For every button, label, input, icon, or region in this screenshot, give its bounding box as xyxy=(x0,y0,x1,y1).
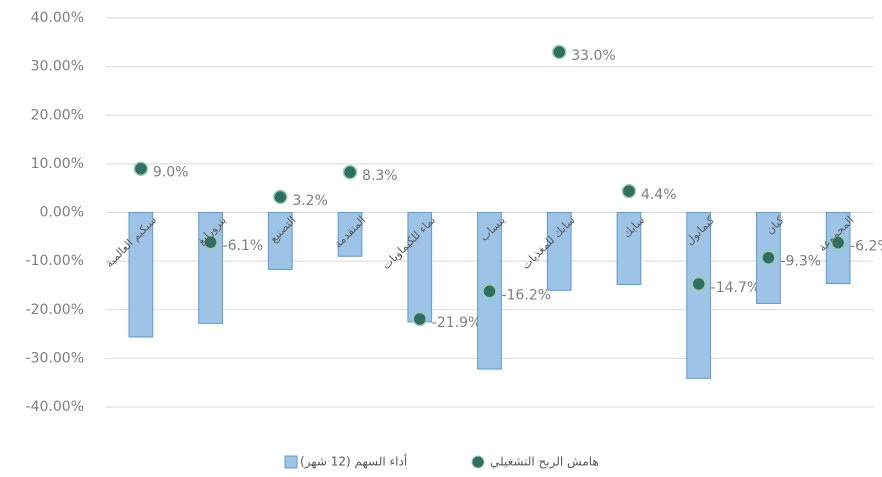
data-label: -14.7% xyxy=(711,280,761,296)
marker xyxy=(344,166,357,179)
data-label: -6.2% xyxy=(850,239,882,255)
y-tick-label: 30.00% xyxy=(31,59,84,75)
data-label: -9.3% xyxy=(780,254,821,270)
legend-swatch xyxy=(285,456,297,468)
data-label: -6.1% xyxy=(223,238,264,254)
marker xyxy=(762,251,775,264)
legend-swatch xyxy=(472,456,484,468)
y-tick-label: 40.00% xyxy=(31,10,84,26)
y-tick-label: 0.00% xyxy=(40,205,84,221)
y-tick-label: -30.00% xyxy=(26,350,84,366)
data-label: -21.9% xyxy=(432,315,482,331)
marker xyxy=(413,312,426,325)
chart: -40.00% -30.00% -20.00% -10.00% 0.00% 10.00% 2… xyxy=(0,0,882,477)
data-label: 8.3% xyxy=(362,168,398,184)
y-tick-label: -10.00% xyxy=(26,253,84,269)
marker xyxy=(622,185,635,198)
legend-label: أداء السهم (12 شهر) xyxy=(300,454,407,470)
marker xyxy=(134,162,147,175)
y-tick-label: -20.00% xyxy=(26,302,84,318)
y-tick-label: 10.00% xyxy=(31,156,84,172)
data-label: 9.0% xyxy=(153,165,189,181)
marker xyxy=(274,190,287,203)
y-tick-label: -40.00% xyxy=(26,399,84,415)
data-label: -16.2% xyxy=(502,287,552,303)
data-label: 33.0% xyxy=(571,48,615,64)
marker xyxy=(483,285,496,298)
data-label: 4.4% xyxy=(641,187,677,203)
legend-label: هامش الربح التشغيلي xyxy=(490,455,599,470)
data-label: 3.2% xyxy=(292,193,328,209)
marker xyxy=(692,277,705,290)
y-tick-label: 20.00% xyxy=(31,107,84,123)
marker xyxy=(553,46,566,59)
